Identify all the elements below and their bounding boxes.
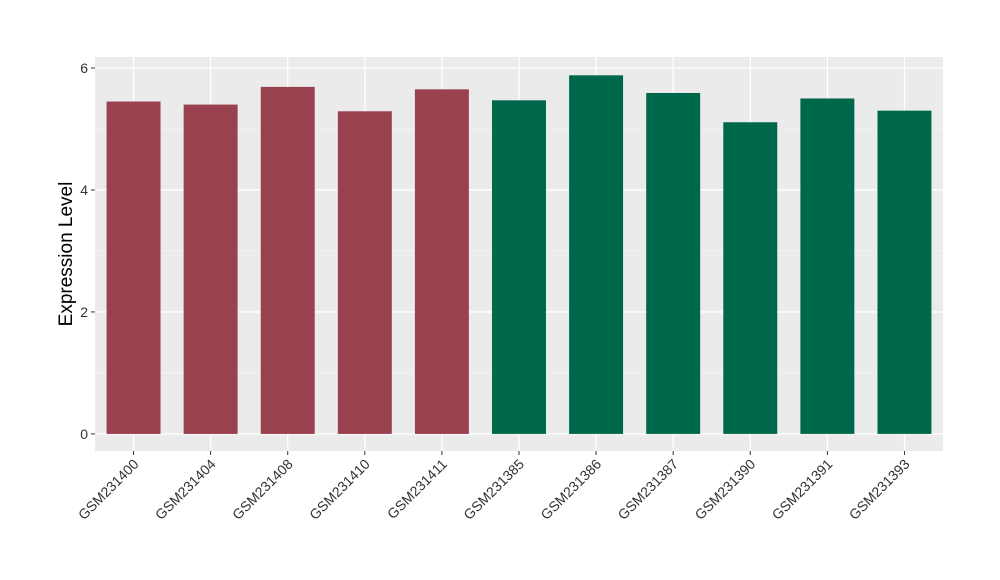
x-tick-label: GSM231410 — [306, 456, 373, 523]
bar-GSM231400 — [106, 101, 161, 434]
y-tick-label: 2 — [80, 304, 88, 320]
x-tick-label: GSM231404 — [152, 456, 219, 523]
bar-GSM231393 — [877, 110, 932, 434]
y-axis: 0 2 4 6 — [80, 60, 95, 442]
x-tick-label: GSM231386 — [537, 456, 604, 523]
bar-GSM231390 — [723, 122, 778, 434]
bar-GSM231404 — [183, 104, 238, 434]
y-tick-label: 0 — [80, 426, 88, 442]
bar-GSM231411 — [414, 89, 469, 434]
bar-GSM231387 — [646, 92, 701, 434]
x-axis: GSM231400 GSM231404 GSM231408 GSM231410 GSM2… — [75, 451, 913, 523]
x-tick-label: GSM231411 — [384, 456, 450, 522]
x-tick-label: GSM231391 — [769, 456, 836, 523]
y-tick-label: 4 — [80, 182, 88, 198]
x-tick-label: GSM231385 — [460, 456, 527, 523]
x-tick-label: GSM231408 — [229, 456, 296, 523]
y-tick-label: 6 — [80, 60, 88, 76]
x-tick-label: GSM231390 — [691, 456, 758, 523]
x-tick-label: GSM231393 — [846, 456, 913, 523]
y-axis-title: Expression Level — [56, 182, 77, 327]
bar-GSM231408 — [260, 86, 315, 434]
bars — [106, 75, 932, 434]
x-tick-label: GSM231400 — [75, 456, 142, 523]
bar-GSM231385 — [492, 100, 546, 434]
bar-GSM231410 — [337, 111, 392, 434]
x-tick-label: GSM231387 — [614, 456, 681, 523]
bar-GSM231386 — [569, 75, 624, 434]
bar-GSM231391 — [800, 98, 855, 434]
